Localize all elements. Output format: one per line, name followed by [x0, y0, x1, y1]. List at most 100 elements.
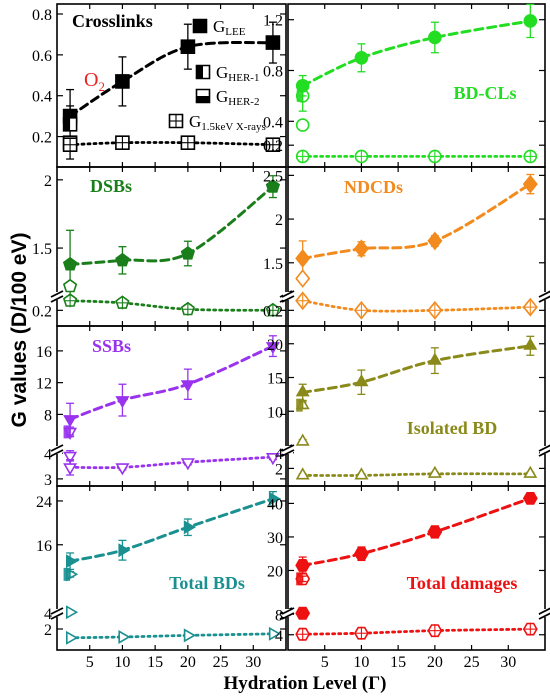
data-point	[354, 50, 369, 65]
series-her-1	[63, 425, 78, 441]
data-point	[66, 567, 79, 582]
y-tick-label: 40	[267, 496, 283, 513]
data-point	[265, 342, 280, 355]
fit-curve-lee	[68, 40, 275, 118]
panel-ndcds: 0.2 1.5 2 2.5 NDCDs	[263, 166, 550, 327]
data-point	[295, 606, 311, 620]
fit-curve-lee	[301, 182, 532, 260]
data-point	[265, 35, 281, 50]
data-point	[66, 554, 79, 569]
axis-break-gap	[283, 446, 293, 454]
axis-break-mark	[538, 444, 550, 452]
panel-isolated-bd: 24 10 15 20 Isolated BD	[267, 325, 550, 487]
x-tick-label: 30	[245, 654, 261, 671]
y-tick-label: 0.2	[263, 138, 283, 155]
x-tick-label: 20	[180, 654, 196, 671]
legend-label: GLEE	[213, 17, 246, 38]
y-tick-label: 0.4	[32, 89, 52, 106]
panel-bd-cls: 0.2 0.4 0.8 1.2 BD-CLs	[263, 3, 546, 168]
figure-xlabel: Hydration Level (Γ)	[223, 673, 386, 694]
fit-curve-xrays	[301, 627, 532, 636]
axis-break-mark	[50, 290, 64, 298]
panel-title: Isolated BD	[407, 418, 498, 438]
axis-break-gap	[540, 446, 550, 454]
fit-curve-lee	[301, 496, 532, 567]
series-g-1-5kev-x-rays	[62, 135, 281, 152]
data-point	[427, 352, 442, 365]
axis-break-gap	[540, 292, 550, 300]
panel-title: NDCDs	[344, 177, 403, 197]
panel-title: BD-CLs	[453, 83, 516, 103]
data-point-half	[63, 117, 71, 131]
axis-break-gap	[52, 609, 62, 617]
fit-curve-xrays	[68, 141, 275, 147]
legend-label-sub: LEE	[225, 26, 245, 38]
y-tick-label: 2	[44, 173, 52, 190]
data-point	[118, 543, 131, 558]
data-point	[295, 397, 310, 410]
panel-title: SSBs	[92, 336, 131, 356]
data-point	[180, 458, 195, 471]
legend-label: G1.5keV X-rays	[189, 112, 266, 133]
axis-break-gap	[283, 609, 293, 617]
data-point	[354, 467, 369, 480]
data-point	[427, 465, 442, 478]
x-tick-label: 15	[390, 654, 406, 671]
legend: GLEE GHER-1 GHER-2 G1.5keV X-rays	[168, 17, 266, 133]
data-point	[115, 74, 130, 89]
data-point	[115, 396, 130, 409]
fit-curve-lee	[68, 497, 275, 563]
data-point	[523, 337, 538, 350]
axis-break-mark	[50, 444, 64, 452]
data-point	[295, 467, 310, 480]
series-x-rays	[295, 622, 538, 641]
data-point	[118, 630, 131, 644]
x-tick-label: 30	[500, 654, 516, 671]
fit-curve-xrays	[68, 632, 275, 640]
y-tick-label: 4	[275, 446, 283, 463]
axis-break-mark	[50, 449, 64, 457]
fit-curve-xrays	[301, 299, 532, 313]
axis-break-gap	[283, 292, 293, 300]
panel-frame	[287, 166, 546, 327]
data-point	[295, 118, 310, 132]
y-tick-label: 1.5	[263, 256, 283, 273]
x-tick-label: 5	[86, 654, 94, 671]
axis-break-mark	[538, 449, 550, 457]
y-tick-label: 15	[267, 371, 283, 388]
data-point	[295, 559, 311, 572]
legend-label: GHER-2	[216, 87, 259, 108]
panel-total-damages: 4 8 20 30 40 5 10 15 20 25 30 Total damages	[267, 485, 550, 671]
data-point	[268, 491, 281, 506]
data-point	[62, 278, 78, 293]
data-point	[183, 628, 197, 643]
data-point	[63, 463, 78, 476]
y-tick-label: 4	[44, 446, 52, 463]
y-tick-label: 1.2	[263, 13, 283, 30]
data-point	[268, 626, 282, 641]
data-point	[180, 39, 196, 54]
y-tick-label: 0.8	[263, 64, 283, 81]
y-tick-label: 20	[267, 337, 283, 354]
panel-dsbs: 0.2 1.5 2 DSBs	[32, 166, 293, 327]
y-tick-label: 8	[44, 407, 52, 424]
panel-ssbs: 3 4 8 12 16 SSBs	[36, 325, 293, 489]
y-tick-label: 4	[275, 628, 283, 645]
data-point	[62, 256, 78, 271]
data-point	[183, 520, 197, 535]
fit-curve-lee	[301, 19, 532, 88]
data-point	[522, 174, 538, 194]
panel-title: Total BDs	[169, 573, 245, 593]
axis-break-mark	[50, 612, 64, 620]
panel-crosslinks: 0.2 0.4 0.6 0.8 Crosslinks O2 GLEE GHER-1 GHER-2…	[32, 3, 287, 168]
panel-frame	[56, 485, 287, 651]
data-point	[66, 605, 79, 620]
axis-break-gap	[540, 609, 550, 617]
data-point	[66, 630, 79, 645]
panel-title: Total damages	[407, 573, 518, 593]
series-her-2	[295, 606, 311, 620]
data-point	[295, 384, 310, 397]
y-tick-label: 2	[275, 212, 283, 229]
fit-curve-lee	[301, 344, 532, 394]
